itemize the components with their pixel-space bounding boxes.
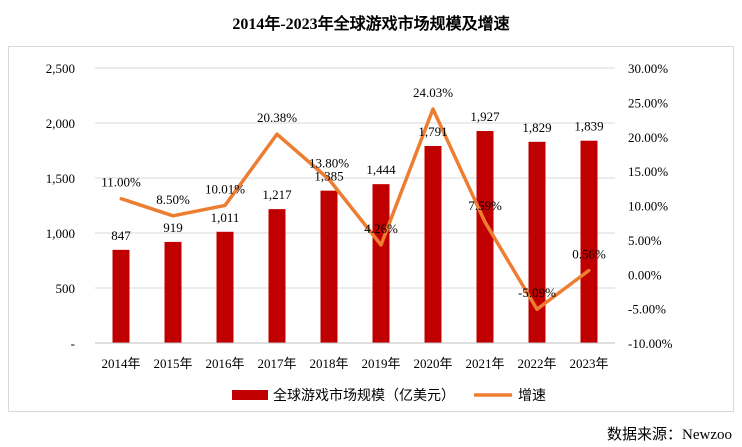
x-tick-label: 2020年 [413,356,452,371]
x-tick-label: 2017年 [257,356,296,371]
growth-point [275,132,279,136]
x-tick-label: 2019年 [361,356,400,371]
growth-point [587,268,591,272]
legend-label-bar: 全球游戏市场规模（亿美元） [273,387,455,404]
growth-point [483,220,487,224]
y-left-tick-label: 1,000 [46,226,75,241]
bar-layer [112,131,598,343]
growth-value-label: 11.00% [101,175,141,190]
y-left-tick-label: - [71,336,75,351]
axis-layer: - 500 1,000 1,500 2,000 2,500 -10.00% -5.00% 0.0… [46,61,673,371]
growth-line [120,107,591,311]
growth-point [171,214,175,218]
growth-point [327,177,331,181]
bar-value-label: 1,829 [522,120,551,135]
bar [112,249,130,343]
y-right-tick-label: -5.00% [628,302,666,317]
grid-layer [95,67,615,289]
bar-value-label: 1,791 [418,124,447,139]
growth-point [119,197,123,201]
x-tick-label: 2018年 [309,356,348,371]
growth-point [431,107,435,111]
growth-value-label: 8.50% [156,192,190,207]
growth-value-label: 10.01% [205,181,245,196]
x-tick-label: 2014年 [101,356,140,371]
bar [424,145,442,343]
growth-point [535,307,539,311]
y-left-tick-label: 2,000 [46,116,75,131]
bar-value-label: 847 [111,228,131,243]
y-right-tick-label: 20.00% [628,130,668,145]
bar [476,131,494,343]
bar-value-label: 1,217 [262,187,292,202]
bar [268,209,286,343]
chart-frame [8,46,734,412]
bar-value-label: 1,927 [470,109,500,124]
legend-layer: 全球游戏市场规模（亿美元） 增速 [232,387,546,404]
x-tick-label: 2015年 [153,356,192,371]
growth-point [223,203,227,207]
y-left-tick-label: 500 [56,281,76,296]
bar-value-label: 1,385 [314,169,343,184]
x-tick-label: 2022年 [517,356,556,371]
y-right-tick-label: 10.00% [628,199,668,214]
bar-value-label: 1,011 [211,210,240,225]
bar-value-label: 1,444 [366,162,396,177]
growth-value-label: 4.26% [364,221,398,236]
bar [580,140,598,343]
y-right-tick-label: 30.00% [628,61,668,76]
bar [164,241,182,343]
growth-value-label: 13.80% [309,155,349,170]
bar [216,231,234,343]
growth-value-label: -5.09% [518,285,556,300]
growth-value-label: 0.56% [572,246,606,261]
x-tick-label: 2021年 [465,356,504,371]
bar-value-label: 919 [163,220,183,235]
y-right-tick-label: 0.00% [628,267,662,282]
legend-label-line: 增速 [518,388,546,404]
source-note: 数据来源：Newzoo [607,427,732,443]
growth-value-label: 24.03% [413,85,453,100]
x-tick-label: 2016年 [205,356,244,371]
y-right-tick-label: 15.00% [628,164,668,179]
line-layer [119,107,591,311]
x-tick-label: 2023年 [569,356,608,371]
growth-value-label: 20.38% [257,110,297,125]
legend-swatch-bar [232,390,268,400]
y-left-tick-label: 2,500 [46,61,75,76]
growth-value-label: 7.59% [468,198,502,213]
bar [320,190,338,343]
y-left-tick-label: 1,500 [46,171,75,186]
label-layer: 847 919 1,011 1,217 1,385 1,444 1,791 1,927 1,82… [101,85,606,300]
y-right-tick-label: 5.00% [628,233,662,248]
chart-title: 2014年-2023年全球游戏市场规模及增速 [232,16,510,33]
bar [372,184,390,343]
growth-point [379,243,383,247]
y-right-tick-label: 25.00% [628,95,668,110]
y-right-tick-label: -10.00% [628,336,673,351]
bar-value-label: 1,839 [574,119,603,134]
bar [528,141,546,343]
